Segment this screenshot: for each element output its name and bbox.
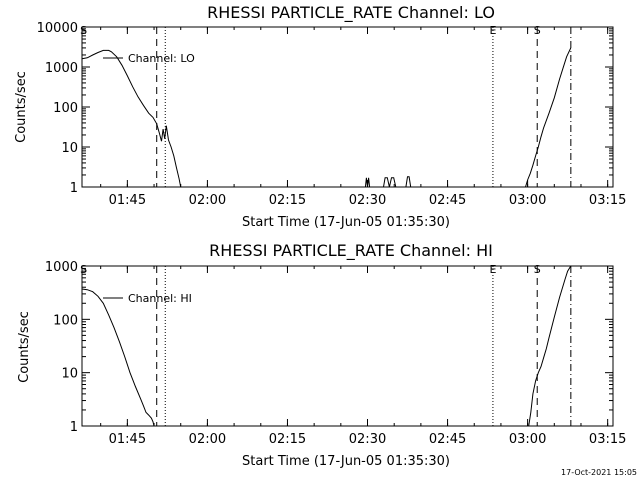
hi-plot-frame — [81, 265, 614, 427]
lo-y-tick-label: 10000 — [37, 21, 78, 36]
lo-series-line — [81, 49, 182, 188]
hi-x-tick-label: 02:45 — [429, 432, 466, 447]
hi-y-tick-label: 100 — [53, 313, 78, 328]
lo-x-tick-label: 03:15 — [589, 193, 626, 208]
hi-y-tick-label: 1 — [70, 420, 78, 435]
generated-timestamp: 17-Oct-2021 15:05 — [561, 468, 637, 477]
hi-x-axis-label: Start Time (17-Jun-05 01:35:30) — [242, 454, 450, 469]
lo-plot-frame — [81, 26, 614, 188]
hi-x-tick-label: 02:15 — [269, 432, 306, 447]
hi-data-series — [81, 265, 572, 427]
hi-legend-label: Channel: HI — [128, 292, 192, 305]
lo-y-tick-label: 1 — [70, 181, 78, 196]
lo-y-tick-label: 1000 — [45, 61, 78, 76]
hi-series-line — [81, 288, 155, 427]
lo-x-tick-label: 02:45 — [429, 193, 466, 208]
hi-x-tick-label: 03:00 — [509, 432, 546, 447]
hi-y-tick-label: 10 — [61, 367, 78, 382]
lo-marker-label: E — [489, 24, 496, 37]
hi-series-line — [528, 265, 572, 427]
lo-legend-label: Channel: LO — [128, 52, 195, 65]
hi-axis-ticks: 01:45 02:00 02:15 02:30 02:45 03:00 03:15 1 10 10… — [45, 260, 626, 447]
hi-y-tick-label: 1000 — [45, 260, 78, 275]
hi-x-tick-label: 01:45 — [109, 432, 146, 447]
lo-y-tick-label: 10 — [61, 141, 78, 156]
lo-x-tick-label: 02:00 — [189, 193, 226, 208]
lo-y-tick-label: 100 — [53, 101, 78, 116]
hi-marker-label: E — [489, 263, 496, 276]
lo-x-tick-label: 02:30 — [349, 193, 386, 208]
hi-y-axis-label: Counts/sec — [17, 311, 32, 383]
lo-x-tick-label: 02:15 — [269, 193, 306, 208]
hi-marker-label: S — [80, 263, 87, 276]
lo-chart-title: RHESSI PARTICLE_RATE Channel: LO — [207, 3, 495, 23]
lo-axis-ticks: 01:45 02:00 02:15 02:30 02:45 03:00 03:15 1 10 10… — [37, 21, 627, 208]
hi-x-tick-label: 02:00 — [189, 432, 226, 447]
lo-data-series — [81, 47, 572, 188]
lo-channel-panel: RHESSI PARTICLE_RATE Channel: LO Counts/… — [14, 3, 626, 230]
hi-chart-title: RHESSI PARTICLE_RATE Channel: HI — [209, 241, 493, 261]
hi-marker-label: S — [534, 263, 541, 276]
lo-x-tick-label: 03:00 — [509, 193, 546, 208]
hi-channel-panel: RHESSI PARTICLE_RATE Channel: HI Counts/… — [17, 241, 626, 469]
lo-series-line — [405, 176, 412, 188]
lo-marker-label: S — [534, 24, 541, 37]
hi-x-tick-label: 02:30 — [349, 432, 386, 447]
lo-x-tick-label: 01:45 — [109, 193, 146, 208]
lo-series-line — [525, 47, 572, 188]
lo-marker-label: S — [80, 24, 87, 37]
hi-x-tick-label: 03:15 — [589, 432, 626, 447]
lo-x-axis-label: Start Time (17-Jun-05 01:35:30) — [242, 215, 450, 230]
lo-y-axis-label: Counts/sec — [14, 71, 29, 143]
